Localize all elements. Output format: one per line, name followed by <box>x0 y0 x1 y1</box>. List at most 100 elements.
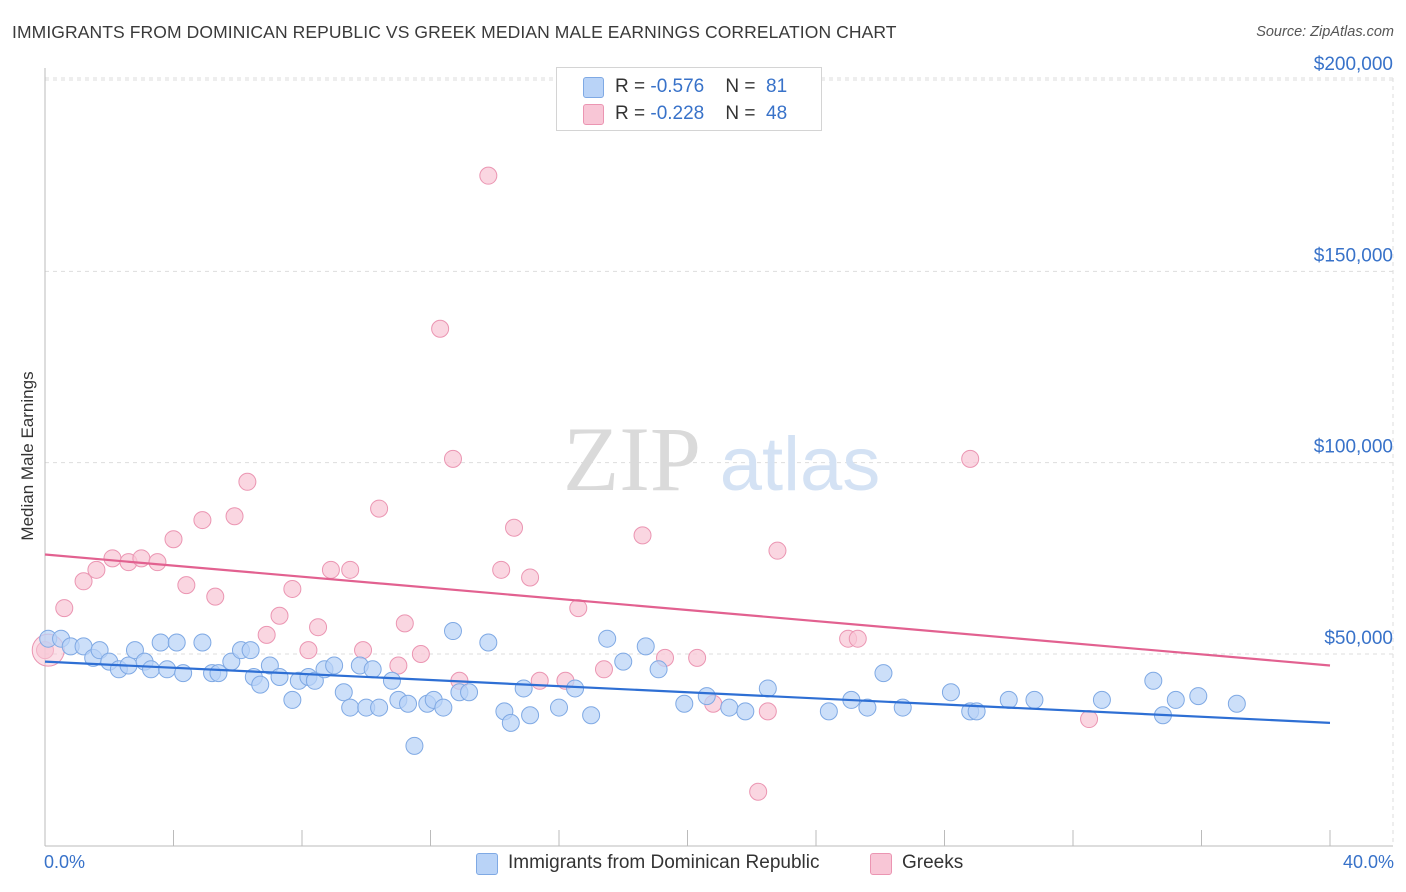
greeks-point <box>633 526 652 545</box>
greeks-point <box>309 618 328 637</box>
legend-n-label: N = <box>725 76 761 97</box>
dominican-point <box>1025 690 1044 709</box>
dominican-point <box>614 652 633 671</box>
greeks-point <box>530 671 549 690</box>
dominican-point <box>858 698 877 717</box>
dominican-point <box>479 633 498 652</box>
legend-swatch-blue <box>583 77 604 98</box>
dominican-point <box>405 736 424 755</box>
greeks-point <box>749 782 768 801</box>
dominican-point <box>158 660 177 679</box>
dominican-point <box>90 641 109 660</box>
greeks-point <box>341 560 360 579</box>
dominican-point <box>260 656 279 675</box>
legend-r-value: -0.228 <box>650 103 705 124</box>
bottom-legend-label: Immigrants from Dominican Republic <box>508 852 820 873</box>
y-tick-label: $200,000 <box>1314 54 1393 75</box>
greeks-point <box>238 472 257 491</box>
dominican-point <box>720 698 739 717</box>
dominican-point <box>251 675 270 694</box>
greeks-point <box>395 614 414 633</box>
x-min-label: 0.0% <box>44 852 86 872</box>
greeks-point <box>758 702 777 721</box>
dominican-point <box>460 683 479 702</box>
greeks-point <box>521 568 540 587</box>
dominican-point <box>334 683 353 702</box>
y-tick-label: $100,000 <box>1314 437 1393 458</box>
dominican-point <box>758 679 777 698</box>
dominican-point <box>443 622 462 641</box>
watermark-atlas: atlas <box>720 422 881 507</box>
greeks-point <box>688 648 707 667</box>
greeks-point <box>55 599 74 618</box>
legend-n-value: 81 <box>766 76 788 97</box>
dominican-point <box>1227 694 1246 713</box>
dominican-point <box>305 671 324 690</box>
dominican-trend-line <box>44 660 1331 724</box>
watermark-zip: ZIP <box>563 408 701 510</box>
greeks-point <box>299 641 318 660</box>
dominican-point <box>550 698 568 717</box>
dominican-point <box>399 694 418 713</box>
legend-r-value: -0.576 <box>650 76 705 97</box>
legend-r-label: R = <box>615 76 651 97</box>
greeks-point <box>164 530 183 549</box>
dominican-point <box>819 702 838 721</box>
greeks-point <box>848 629 867 648</box>
greeks-point <box>283 579 302 598</box>
dominican-point <box>363 660 382 679</box>
greeks-point <box>257 625 276 644</box>
greeks-point <box>193 511 212 530</box>
bottom-legend-swatch-pink <box>870 853 892 875</box>
dominican-point <box>501 713 520 732</box>
greeks-point <box>148 553 167 572</box>
greeks-point <box>411 645 430 663</box>
greeks-point <box>389 656 408 675</box>
dominican-point <box>1092 690 1111 709</box>
greeks-point <box>354 641 373 660</box>
greeks-point <box>177 576 196 595</box>
dominican-point <box>1189 687 1208 706</box>
greeks-point <box>103 549 122 568</box>
greeks-point <box>492 560 511 579</box>
dominican-point <box>649 660 668 679</box>
greeks-point <box>370 499 389 518</box>
dominican-points <box>39 622 1246 755</box>
dominican-point <box>142 660 161 679</box>
greeks-point <box>594 660 613 679</box>
legend-r-label: R = <box>615 103 651 124</box>
dominican-point <box>341 698 360 717</box>
dominican-point <box>325 656 344 675</box>
dominican-point <box>270 667 289 686</box>
chart-title: IMMIGRANTS FROM DOMINICAN REPUBLIC VS GR… <box>12 22 897 42</box>
dominican-point <box>582 706 601 725</box>
legend-n-label: N = <box>725 103 761 124</box>
correlation-legend: R = -0.576 N = 81 R = -0.228 N = 48 <box>556 67 822 131</box>
dominican-point <box>566 679 585 698</box>
trend-lines <box>44 553 1331 724</box>
watermark: ZIP atlas <box>563 408 880 510</box>
dominican-point <box>874 664 893 683</box>
greeks-point <box>225 507 244 526</box>
dominican-point <box>675 694 694 713</box>
y-tick-label: $50,000 <box>1324 628 1393 649</box>
bottom-legend-swatch-blue <box>476 853 498 875</box>
dominican-point <box>370 698 389 717</box>
dominican-point <box>167 633 186 652</box>
grid-lines <box>45 77 1394 846</box>
greeks-point <box>961 449 980 468</box>
dominican-point <box>941 683 960 702</box>
dominican-point <box>514 679 533 698</box>
dominican-point <box>434 698 453 717</box>
greeks-point <box>321 560 340 579</box>
dominican-point <box>636 637 655 656</box>
dominican-point <box>382 671 401 690</box>
legend-swatch-pink <box>583 104 604 125</box>
y-tick-labels: $50,000 $100,000 $150,000 $200,000 <box>1314 54 1393 649</box>
dominican-point <box>736 702 755 721</box>
dominican-point <box>697 687 716 706</box>
greeks-point <box>206 587 225 606</box>
dominican-point <box>1166 690 1185 709</box>
dominican-point <box>521 706 540 725</box>
